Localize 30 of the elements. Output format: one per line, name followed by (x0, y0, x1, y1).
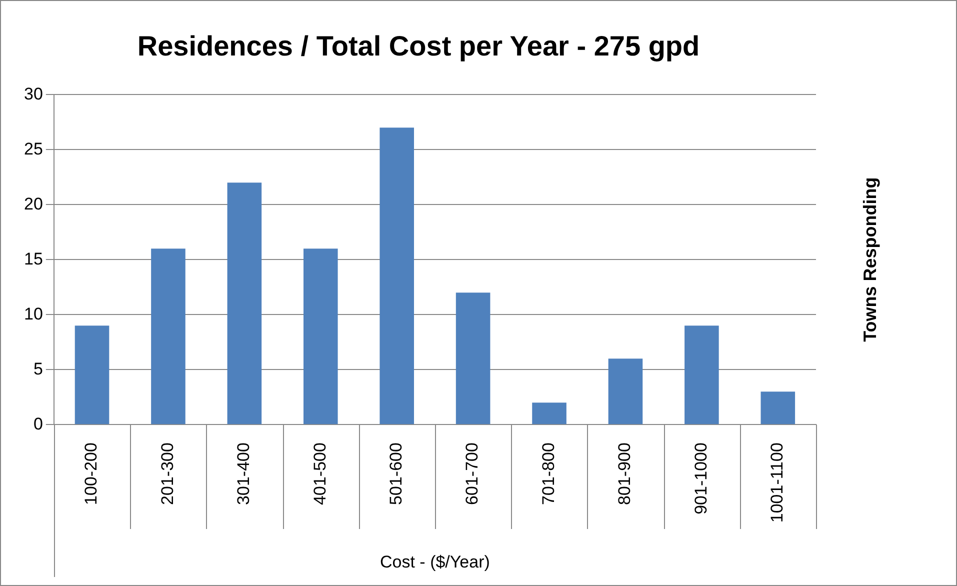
chart-title: Residences / Total Cost per Year - 275 gpd (137, 30, 700, 62)
x-tick-label: 901-1000 (691, 442, 710, 514)
y-tick-label: 10 (24, 304, 43, 324)
x-tick-label: 601-700 (462, 442, 482, 505)
bar (227, 182, 262, 424)
bar (380, 128, 414, 424)
bar (151, 248, 186, 424)
bar (684, 326, 719, 424)
x-tick-label: 401-500 (310, 442, 330, 505)
x-tick-label: 1001-1100 (768, 442, 787, 523)
bar (456, 292, 490, 424)
x-tick-label: 701-800 (538, 442, 558, 505)
bar (74, 326, 110, 424)
x-tick-label: 301-400 (234, 442, 254, 505)
y-tick-label: 15 (24, 249, 43, 268)
y-tick-label: 25 (24, 139, 43, 158)
bar (760, 392, 796, 424)
x-tick-label: 801-900 (615, 442, 634, 505)
y-tick-label: 20 (24, 194, 43, 214)
bar (303, 248, 338, 424)
x-axis-title: Cost - ($/Year) (380, 552, 490, 572)
x-tick-label: 501-600 (386, 442, 406, 505)
y-tick-label: 30 (24, 84, 43, 104)
y-tick-label: 5 (33, 359, 43, 378)
bar (532, 402, 566, 424)
y-axis-title: Towns Responding (860, 177, 880, 342)
x-tick-label: 100-200 (82, 442, 101, 505)
bar (608, 358, 643, 424)
y-tick-label: 0 (33, 414, 43, 434)
x-tick-label: 201-300 (158, 442, 177, 505)
